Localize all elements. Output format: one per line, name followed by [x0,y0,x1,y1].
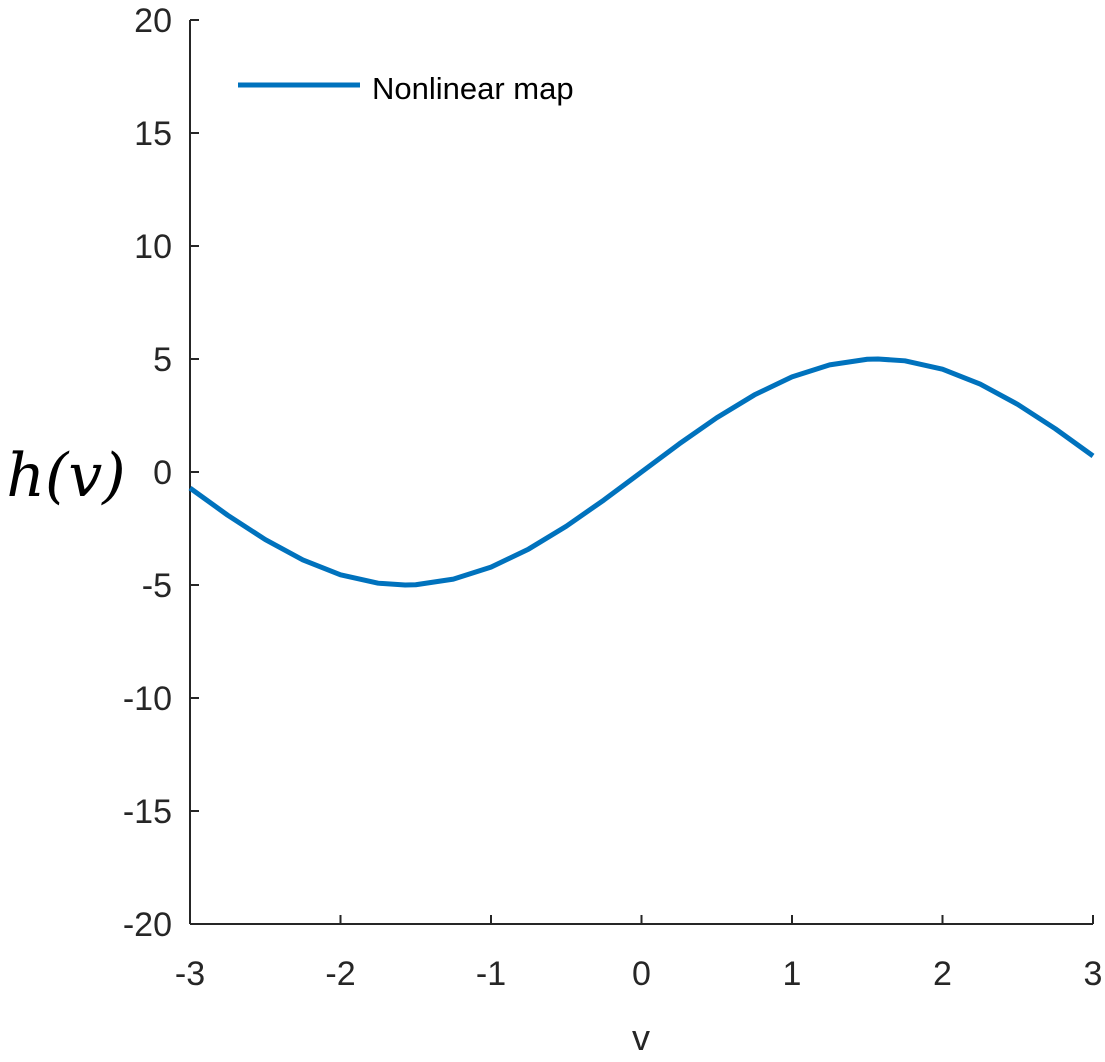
x-tick-label: 0 [632,955,651,993]
y-tick-label: 5 [153,341,172,379]
y-tick-label: -5 [142,567,172,605]
x-tick-label: -3 [175,955,205,993]
y-tick-label: 15 [134,115,172,153]
y-tick-label: -20 [123,906,172,944]
legend-label: Nonlinear map [372,71,574,106]
y-axis-label: h(v) [6,441,125,511]
x-tick-label: -1 [476,955,506,993]
y-tick-label: 20 [134,2,172,40]
x-tick-label: -2 [325,955,355,993]
y-tick-label: 10 [134,228,172,266]
series-line-nonlinear-map [188,356,1095,588]
tick-marks [189,19,1094,925]
y-tick-label: -15 [123,793,172,831]
x-tick-label: 3 [1084,955,1103,993]
y-tick-label: -10 [123,680,172,718]
series-group [188,356,1095,588]
x-tick-label: 1 [783,955,802,993]
y-tick-label: 0 [153,454,172,492]
x-axis-label: v [632,1017,650,1058]
legend: Nonlinear map [238,71,574,106]
x-tick-label: 2 [933,955,952,993]
